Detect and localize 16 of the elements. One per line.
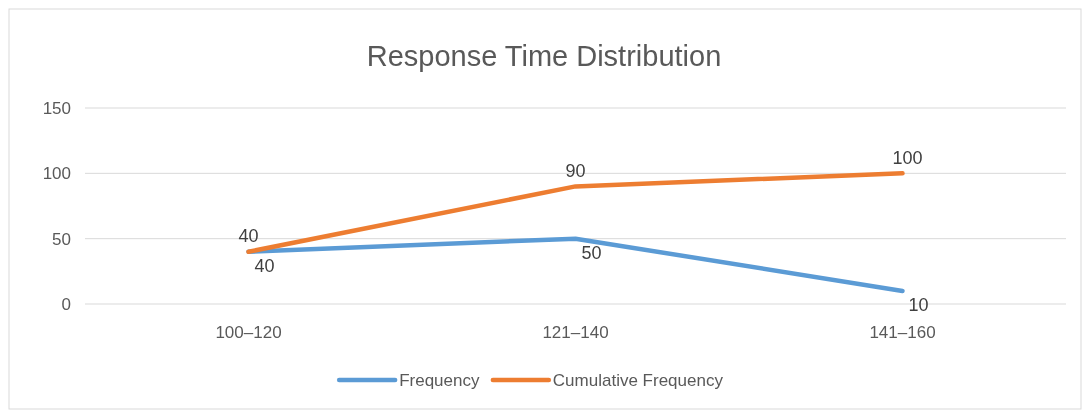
data-label: 40 [238,226,259,247]
x-tick-label: 121–140 [542,323,609,342]
data-label: 90 [565,160,586,181]
y-tick-label: 0 [61,294,71,314]
data-label: 50 [581,242,602,263]
y-tick-label: 150 [42,98,71,118]
y-tick-label: 50 [52,229,71,249]
data-label: 100 [892,147,923,168]
legend-label: Cumulative Frequency [552,370,724,390]
chart-title: Response Time Distribution [366,40,722,72]
x-tick-label: 100–120 [215,323,282,342]
data-label: 10 [908,295,929,316]
data-label: 40 [254,256,275,277]
y-tick-label: 100 [42,164,71,184]
x-tick-label: 141–160 [869,323,936,342]
legend-label: Frequency [399,370,480,390]
